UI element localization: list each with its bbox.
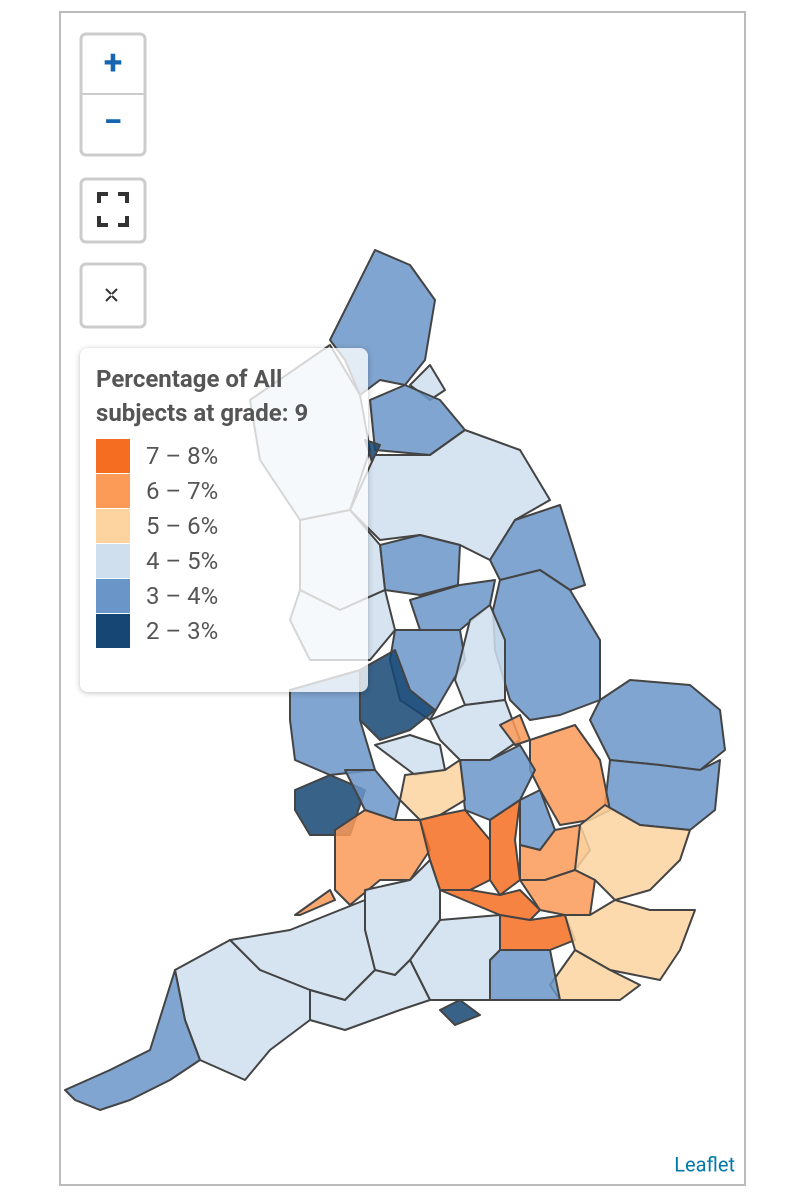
region[interactable] (64, 969, 201, 1111)
region[interactable] (439, 999, 481, 1026)
legend-title: Percentage of All subjects at grade: 9 (96, 365, 309, 427)
legend-items: 7 – 8% 6 – 7% 5 – 6% 4 – 5% 3 – 4% 2 – 3% (96, 438, 352, 648)
attribution[interactable]: Leaflet (674, 1152, 735, 1176)
region[interactable] (294, 889, 336, 916)
zoom-out[interactable]: − (104, 102, 123, 142)
region[interactable] (429, 699, 521, 761)
fullscreen-button[interactable] (79, 177, 147, 244)
region[interactable] (519, 869, 596, 916)
legend-label: 7 – 8% (146, 441, 219, 470)
region[interactable] (499, 714, 531, 746)
legend-label: 6 – 7% (146, 476, 219, 505)
legend-label: 3 – 4% (146, 581, 219, 610)
legend-label: 5 – 6% (146, 511, 219, 540)
legend-item: 2 – 3% (96, 613, 352, 648)
region[interactable] (334, 809, 431, 906)
region[interactable] (344, 769, 401, 821)
region[interactable] (364, 439, 381, 463)
region[interactable] (489, 949, 561, 1001)
region[interactable] (379, 534, 461, 596)
collapse-button[interactable] (79, 262, 147, 329)
legend-swatch (96, 438, 130, 473)
zoom-in[interactable]: + (104, 43, 123, 83)
legend-item: 5 – 6% (96, 508, 352, 543)
legend-item: 7 – 8% (96, 438, 352, 473)
region[interactable] (589, 679, 726, 771)
legend: Percentage of All subjects at grade: 9 7… (80, 348, 368, 692)
legend-swatch (96, 543, 130, 578)
region[interactable] (459, 744, 536, 821)
legend-swatch (96, 508, 130, 543)
region[interactable] (309, 959, 431, 1031)
legend-item: 3 – 4% (96, 578, 352, 613)
region[interactable] (499, 914, 576, 951)
legend-swatch (96, 578, 130, 613)
legend-item: 6 – 7% (96, 473, 352, 508)
legend-swatch (96, 613, 130, 648)
region[interactable] (359, 649, 436, 741)
legend-item: 4 – 5% (96, 543, 352, 578)
legend-label: 4 – 5% (146, 546, 219, 575)
region[interactable] (374, 734, 446, 776)
region[interactable] (399, 759, 466, 821)
legend-swatch (96, 473, 130, 508)
zoom-control: + − (79, 32, 147, 157)
legend-label: 2 – 3% (146, 616, 219, 645)
